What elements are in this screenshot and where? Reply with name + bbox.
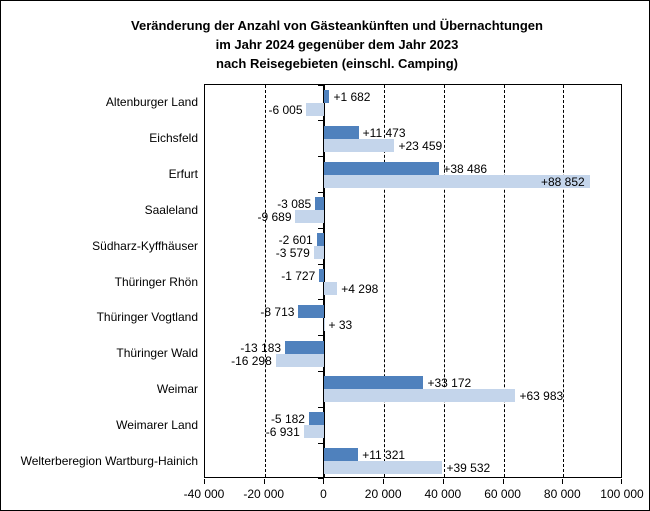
x-axis-tick-label: -20 000 xyxy=(243,487,285,501)
x-axis-tick xyxy=(323,479,325,484)
category-axis-tick xyxy=(318,442,325,444)
bar-dark-series xyxy=(298,304,325,318)
bar-value-label: -6 005 xyxy=(268,102,303,117)
x-axis-tick xyxy=(442,479,444,484)
bar-value-label: -6 931 xyxy=(265,425,300,440)
bar-value-label: -9 689 xyxy=(257,210,292,225)
category-label: Altenburger Land xyxy=(105,95,198,110)
x-axis-ticks xyxy=(204,479,622,484)
bar-value-label: -8 713 xyxy=(260,304,295,319)
x-axis-tick-label: 0 xyxy=(320,487,327,501)
x-axis-tick-label: 40 000 xyxy=(424,487,462,501)
bar-value-label: +38 486 xyxy=(443,161,488,176)
plot-area: +1 682 -6 005 +11 473 +23 459 +38 486 +88 852… xyxy=(204,84,622,479)
bar-light-series xyxy=(324,461,443,475)
gridline xyxy=(563,85,565,477)
category-label: Erfurt xyxy=(168,167,198,182)
bar-light-series xyxy=(324,389,516,403)
bar-value-label: -2 601 xyxy=(278,233,313,248)
bar-value-label: + 33 xyxy=(328,317,353,332)
bar-dark-series xyxy=(315,197,325,211)
y-axis-category-labels: Altenburger Land Eichsfeld Erfurt Saaleland… xyxy=(1,84,198,478)
category-label: Thüringer Rhön xyxy=(114,274,198,289)
x-axis-tick xyxy=(502,479,504,484)
bar-light-series xyxy=(324,138,395,152)
category-axis-tick xyxy=(318,191,325,193)
gridline xyxy=(443,85,445,477)
bar-light-series xyxy=(295,210,325,224)
bar-value-label: -1 727 xyxy=(281,269,316,283)
bar-light-series xyxy=(324,282,338,295)
bar-light-series xyxy=(313,246,325,260)
bar-value-label: -3 085 xyxy=(277,197,312,212)
bar-value-label: +1 682 xyxy=(333,89,371,104)
category-axis-tick xyxy=(318,156,325,158)
category-axis-tick xyxy=(318,335,325,337)
x-axis-tick-label: -40 000 xyxy=(183,487,225,501)
zero-axis-line xyxy=(323,85,326,477)
bar-dark-series xyxy=(324,161,440,175)
bar-value-label: +88 852 xyxy=(540,174,585,189)
category-axis-tick xyxy=(318,227,325,229)
category-label: Weimar xyxy=(156,381,198,396)
bar-light-series xyxy=(275,353,325,367)
category-axis-tick xyxy=(318,299,325,301)
bar-dark-series xyxy=(324,448,359,462)
x-axis-tick xyxy=(204,479,205,484)
bar-light-series xyxy=(303,425,325,439)
x-axis-tick-label: 20 000 xyxy=(364,487,402,501)
category-label: Saaleland xyxy=(144,202,198,217)
category-axis-tick xyxy=(318,406,325,408)
chart-title-line2: im Jahr 2024 gegenüber dem Jahr 2023 xyxy=(215,37,459,52)
category-axis-tick xyxy=(318,85,325,86)
category-label: Südharz-Kyffhäuser xyxy=(92,238,198,253)
bar-value-label: +23 459 xyxy=(398,138,443,153)
category-label: Weimarer Land xyxy=(116,417,198,432)
gridline xyxy=(384,85,386,477)
category-label: Welterberegion Wartburg-Hainich xyxy=(20,453,198,468)
x-axis-labels: -40 000 -20 000 0 20 000 40 000 60 000 80 000 1… xyxy=(184,487,644,503)
bar-dark-series xyxy=(308,412,325,426)
bar-dark-series xyxy=(324,376,424,390)
bar-value-label: +33 172 xyxy=(427,376,472,391)
x-axis-tick xyxy=(383,479,385,484)
gridline xyxy=(503,85,505,477)
category-axis-tick xyxy=(318,371,325,373)
x-axis-tick xyxy=(263,479,265,484)
bar-value-label: +11 321 xyxy=(362,448,406,463)
bar-value-label: +4 298 xyxy=(341,282,379,296)
category-label: Thüringer Wald xyxy=(116,346,198,361)
category-label: Eichsfeld xyxy=(149,131,198,146)
bar-value-label: -13 183 xyxy=(240,340,282,355)
chart-title-line3: nach Reisegebieten (einschl. Camping) xyxy=(216,56,458,71)
category-axis-tick xyxy=(318,263,325,265)
category-axis-tick xyxy=(318,478,325,479)
gridline xyxy=(264,85,266,477)
bar-light-series xyxy=(306,102,325,116)
bar-light-series xyxy=(324,317,325,331)
category-axis-tick xyxy=(318,120,325,122)
bar-dark-series xyxy=(316,233,325,247)
bar-value-label: +63 983 xyxy=(519,389,564,404)
bar-value-label: -16 298 xyxy=(231,353,272,368)
bar-dark-series xyxy=(324,89,330,103)
x-axis-tick xyxy=(621,479,622,484)
bar-value-label: -3 579 xyxy=(275,246,310,261)
x-axis-tick xyxy=(562,479,564,484)
bar-dark-series xyxy=(319,269,325,282)
bar-dark-series xyxy=(285,340,325,354)
category-label: Thüringer Vogtland xyxy=(96,310,198,325)
bar-value-label: +11 473 xyxy=(362,125,406,140)
chart-title-line1: Veränderung der Anzahl von Gästeankünfte… xyxy=(131,18,543,33)
x-axis-tick-label: 80 000 xyxy=(543,487,581,501)
bar-light-series xyxy=(324,174,590,188)
bar-value-label: -5 182 xyxy=(270,412,305,427)
x-axis-tick-label: 100 000 xyxy=(600,487,644,501)
chart-title: Veränderung der Anzahl von Gästeankünfte… xyxy=(31,16,643,73)
x-axis-tick-label: 60 000 xyxy=(484,487,521,501)
bar-value-label: +39 532 xyxy=(446,461,491,476)
bar-dark-series xyxy=(324,125,359,139)
